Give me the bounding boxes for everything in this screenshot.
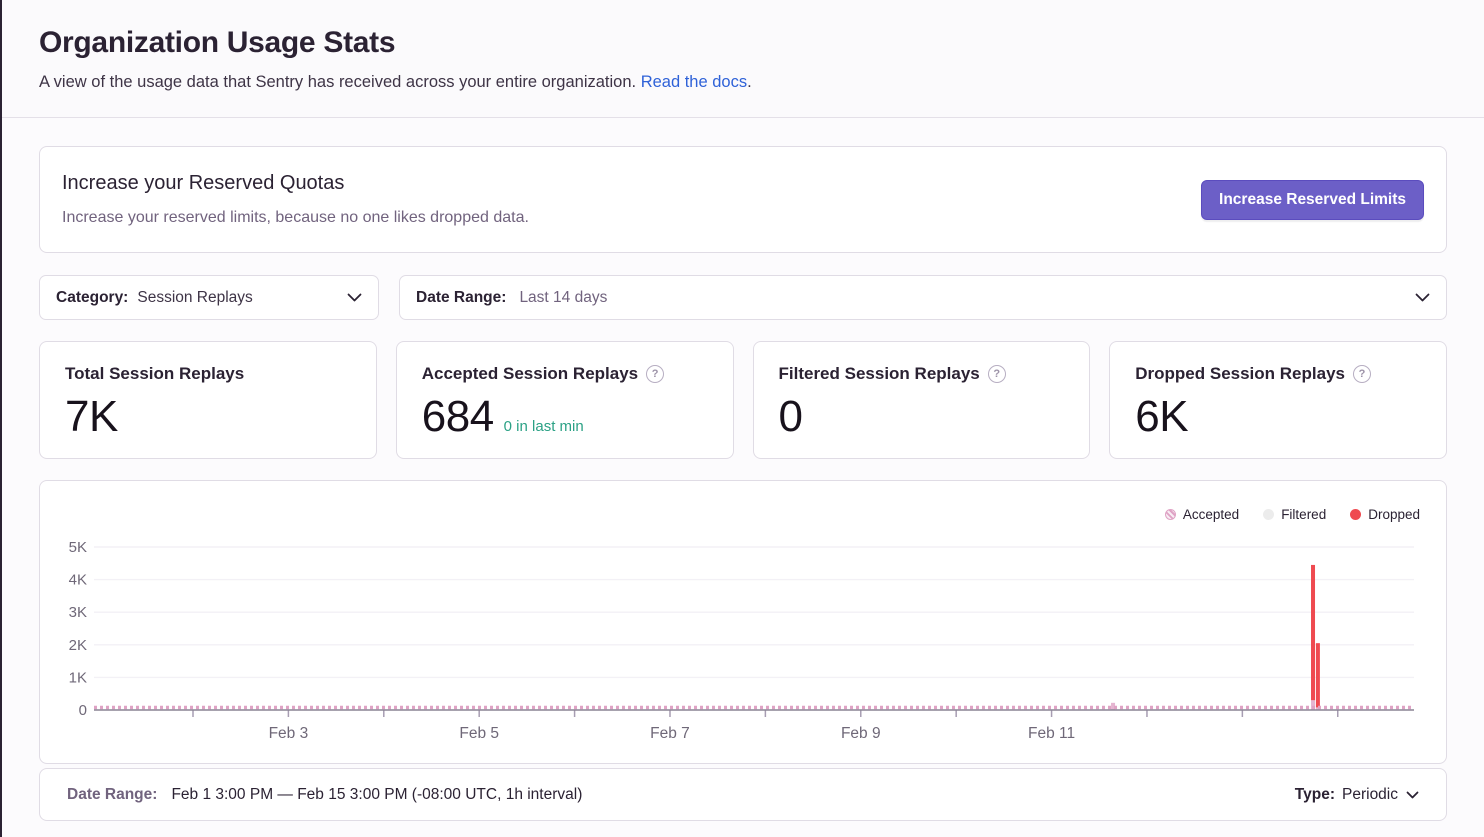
chart-type-value: Periodic (1342, 785, 1398, 803)
category-select-label: Category: (56, 288, 129, 306)
legend-item-filtered[interactable]: Filtered (1263, 507, 1326, 522)
subtitle-period: . (747, 73, 752, 91)
help-icon[interactable]: ? (987, 365, 1006, 383)
chart-legend: Accepted Filtered Dropped (1164, 507, 1420, 522)
legend-label: Accepted (1182, 507, 1240, 522)
stat-card-title: Total Session Replays (65, 364, 245, 383)
legend-label: Filtered (1281, 507, 1327, 522)
footer-date-range-label: Date Range: (67, 785, 158, 803)
svg-text:0: 0 (79, 702, 87, 719)
stat-card-title: Accepted Session Replays (421, 364, 639, 383)
accepted-legend-dot-icon (1164, 509, 1176, 520)
stat-card-title: Filtered Session Replays (778, 364, 980, 383)
svg-text:Feb 11: Feb 11 (1028, 725, 1075, 742)
help-icon[interactable]: ? (1352, 365, 1371, 383)
svg-text:Feb 5: Feb 5 (459, 725, 499, 742)
help-icon[interactable]: ? (646, 365, 665, 383)
stat-cards-row: Total Session Replays 7K Accepted Sessio… (39, 341, 1447, 459)
quota-banner-text: Increase your Reserved Quotas Increase y… (62, 172, 529, 227)
chart-footer-bar: Date Range: Feb 1 3:00 PM — Feb 15 3:00 … (39, 768, 1447, 821)
chart-type-label: Type: (1294, 785, 1335, 803)
chevron-down-icon (1406, 791, 1419, 799)
subtitle-text: A view of the usage data that Sentry has… (39, 73, 637, 91)
footer-date-range-value: Feb 1 3:00 PM — Feb 15 3:00 PM (-08:00 U… (171, 785, 583, 803)
stat-card-title: Dropped Session Replays (1135, 364, 1345, 383)
quota-banner-description: Increase your reserved limits, because n… (62, 209, 529, 226)
filtered-legend-dot-icon (1263, 509, 1275, 520)
category-select[interactable]: Category: Session Replays (39, 275, 379, 320)
category-select-value: Session Replays (137, 288, 253, 306)
stat-card-accepted: Accepted Session Replays ? 684 0 in last… (395, 341, 734, 459)
svg-text:Feb 9: Feb 9 (841, 725, 881, 742)
svg-text:5K: 5K (69, 539, 87, 556)
date-range-select-value: Last 14 days (519, 288, 608, 306)
svg-text:4K: 4K (69, 572, 87, 589)
date-range-select[interactable]: Date Range: Last 14 days (399, 275, 1447, 320)
stat-card-value: 6K (1135, 392, 1189, 441)
usage-bar-chart: 0 1K 2K 3K 4K 5K Feb 3 Feb 5 Feb 7 Feb 9 Feb 11 (69, 539, 1414, 742)
svg-text:Feb 7: Feb 7 (650, 725, 690, 742)
filter-row: Category: Session Replays Date Range: La… (39, 275, 1447, 320)
quota-banner-title: Increase your Reserved Quotas (62, 172, 345, 194)
legend-label: Dropped (1368, 507, 1420, 522)
quota-banner-card: Increase your Reserved Quotas Increase y… (39, 146, 1447, 253)
stat-card-value: 684 (421, 392, 494, 441)
stat-card-trend: 0 in last min (503, 418, 584, 435)
stat-card-value: 7K (65, 392, 118, 441)
chevron-down-icon (347, 293, 362, 302)
legend-item-accepted[interactable]: Accepted (1164, 507, 1240, 522)
date-range-select-label: Date Range: (416, 288, 507, 306)
page-title: Organization Usage Stats (39, 26, 396, 59)
increase-reserved-limits-button[interactable]: Increase Reserved Limits (1201, 179, 1424, 220)
svg-text:Feb 3: Feb 3 (269, 725, 309, 742)
page-subtitle: A view of the usage data that Sentry has… (39, 73, 1447, 92)
usage-chart-card: Accepted Filtered Dropped 0 1K 2K 3K 4K 5K Feb… (39, 480, 1447, 764)
page-header: Organization Usage Stats A view of the u… (2, 0, 1484, 118)
legend-item-dropped[interactable]: Dropped (1350, 507, 1420, 522)
svg-text:1K: 1K (69, 669, 87, 686)
svg-text:2K: 2K (69, 637, 87, 654)
chart-type-select[interactable]: Type: Periodic (1295, 786, 1419, 804)
dropped-legend-dot-icon (1350, 509, 1362, 520)
stat-card-dropped: Dropped Session Replays ? 6K (1109, 341, 1447, 459)
read-the-docs-link[interactable]: Read the docs (640, 73, 748, 91)
main-content: Increase your Reserved Quotas Increase y… (2, 146, 1484, 821)
svg-text:3K: 3K (69, 604, 87, 621)
stat-card-filtered: Filtered Session Replays ? 0 (752, 341, 1091, 459)
stat-card-value: 0 (778, 392, 803, 441)
stat-card-total: Total Session Replays 7K (39, 341, 377, 459)
chevron-down-icon (1415, 293, 1430, 302)
